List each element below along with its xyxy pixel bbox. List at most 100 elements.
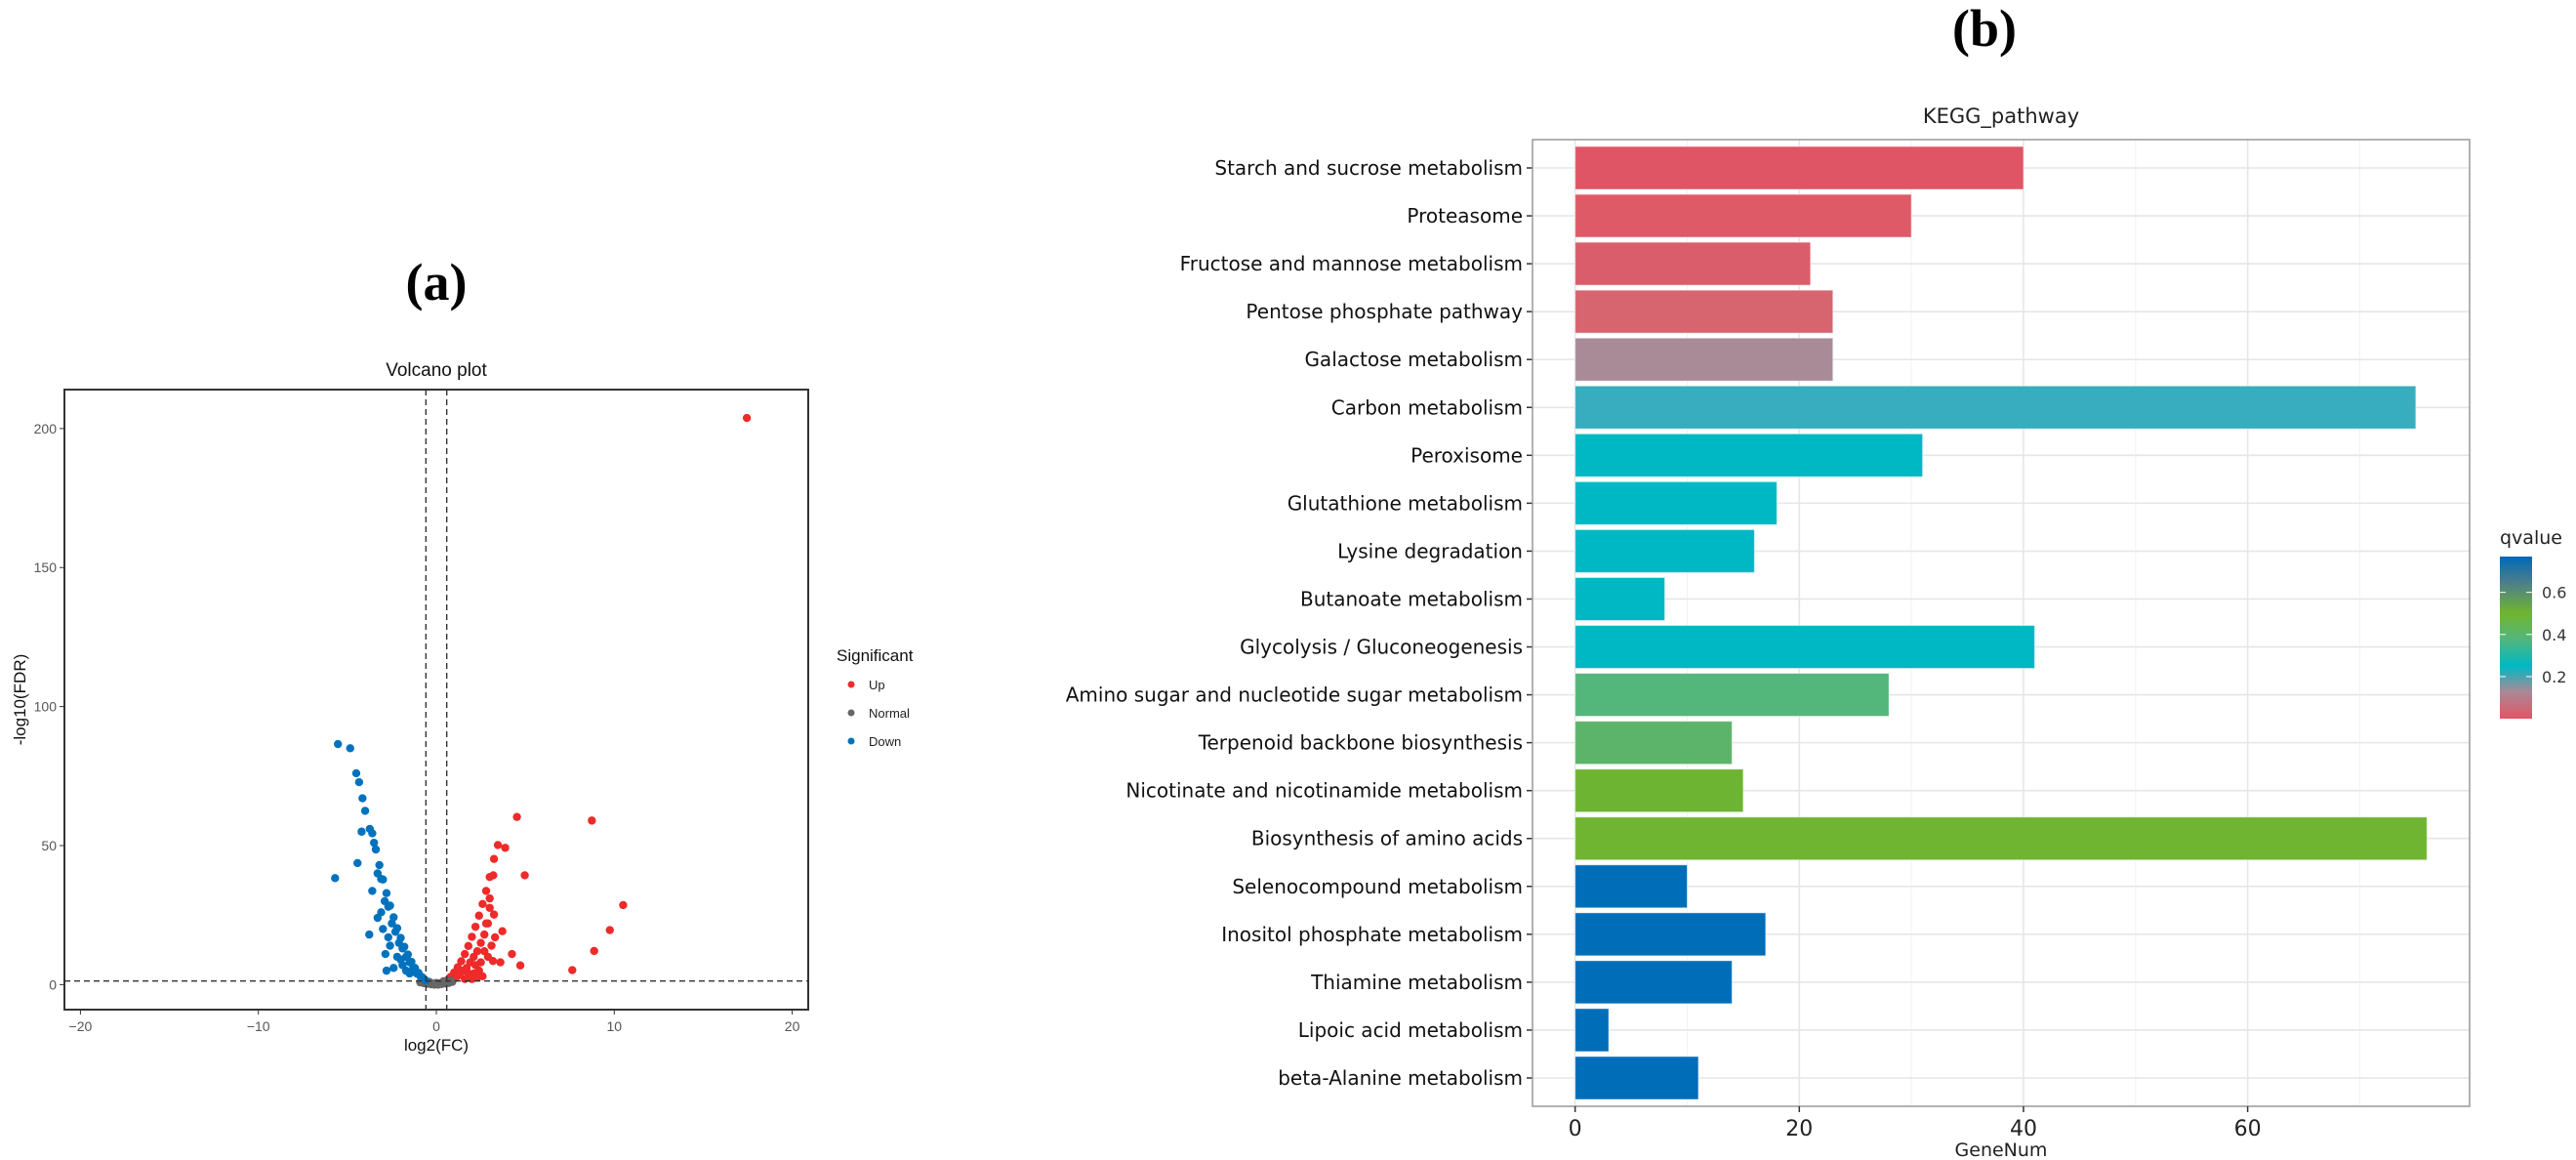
y-tick-label: 150: [34, 559, 58, 575]
bar-nicotinate-and-nicotinamide-metabolism: [1574, 768, 1744, 813]
category-label: Lipoic acid metabolism: [1298, 1018, 1523, 1042]
point-up: [470, 961, 480, 970]
category-label: Terpenoid backbone biosynthesis: [1198, 731, 1523, 755]
point-up: [474, 911, 483, 920]
point-up: [496, 958, 505, 967]
bar-amino-sugar-and-nucleotide-sugar-metabolism: [1574, 673, 1890, 718]
point-up: [485, 903, 494, 912]
y-tick-label: 0: [49, 976, 57, 992]
x-tick-label: 40: [2010, 1117, 2037, 1141]
legend-label-down: Down: [869, 734, 901, 749]
legend-title: qvalue: [2500, 527, 2562, 549]
colorbar-tick-label: 0.6: [2542, 584, 2566, 602]
point-up: [487, 941, 496, 950]
point-down: [354, 777, 364, 787]
category-label: Biosynthesis of amino acids: [1251, 827, 1523, 850]
bar-pentose-phosphate-pathway: [1574, 289, 1834, 334]
point-up: [485, 893, 494, 903]
legend-label-normal: Normal: [869, 706, 910, 721]
y-axis-label: -log10(FDR): [11, 654, 29, 746]
point-up: [605, 926, 614, 934]
y-tick-label: 100: [34, 699, 58, 715]
point-down: [368, 829, 377, 838]
point-down: [401, 966, 411, 975]
point-down: [384, 902, 392, 911]
category-label: Glycolysis / Gluconeogenesis: [1240, 636, 1523, 659]
bar-starch-and-sucrose-metabolism: [1574, 145, 2024, 190]
bar-carbon-metabolism: [1574, 385, 2417, 430]
point-down: [416, 972, 425, 981]
point-down: [382, 889, 391, 897]
colorbar-tick-label: 0.2: [2542, 668, 2566, 686]
x-tick-label: −10: [247, 1018, 270, 1034]
point-down: [365, 930, 374, 939]
category-label: Thiamine metabolism: [1310, 971, 1523, 994]
point-down: [379, 925, 388, 933]
point-up: [490, 932, 500, 942]
category-label: Starch and sucrose metabolism: [1214, 156, 1523, 180]
point-up: [588, 816, 596, 825]
point-up: [460, 949, 470, 959]
point-up: [472, 947, 482, 956]
point-up: [508, 949, 516, 959]
point-up: [489, 910, 499, 919]
bar-thiamine-metabolism: [1574, 960, 1733, 1005]
colorbar-tick-label: 0.4: [2542, 626, 2566, 644]
legend-key-down: [847, 737, 855, 745]
category-label: Selenocompound metabolism: [1232, 875, 1523, 898]
category-label: Amino sugar and nucleotide sugar metabol…: [1066, 684, 1523, 707]
x-axis-label: log2(FC): [404, 1036, 469, 1055]
point-down: [360, 807, 370, 815]
x-tick-label: −20: [69, 1018, 93, 1034]
panel-label-b: (b): [1952, 0, 2017, 58]
bar-biosynthesis-of-amino-acids: [1574, 816, 2428, 861]
legend-label-up: Up: [869, 678, 885, 692]
category-label: beta-Alanine metabolism: [1278, 1066, 1523, 1090]
point-down: [384, 932, 392, 942]
y-tick-label: 50: [41, 838, 57, 853]
point-down: [389, 964, 398, 973]
point-down: [388, 919, 396, 928]
x-tick-label: 60: [2234, 1117, 2262, 1141]
point-down: [390, 928, 400, 936]
point-up: [480, 947, 489, 956]
volcano-legend: Significant Up Normal Down: [837, 646, 914, 749]
point-up: [480, 930, 489, 939]
bar-proteasome: [1574, 193, 1912, 238]
point-up: [468, 932, 476, 941]
point-down: [382, 966, 391, 975]
point-down: [353, 858, 362, 868]
category-label: Glutathione metabolism: [1288, 491, 1523, 515]
x-tick-label: 20: [785, 1018, 800, 1034]
bar-inositol-phosphate-metabolism: [1574, 912, 1767, 957]
x-tick-label: 0: [432, 1018, 440, 1034]
point-down: [377, 874, 386, 884]
category-label: Nicotinate and nicotinamide metabolism: [1125, 779, 1523, 803]
x-tick-label: 10: [607, 1018, 623, 1034]
point-up: [476, 938, 485, 947]
kegg-panel-border: [1532, 139, 2471, 1107]
point-down: [368, 887, 377, 895]
point-down: [351, 768, 361, 778]
bar-peroxisome: [1574, 433, 1924, 477]
point-down: [371, 845, 381, 854]
category-label: Peroxisome: [1411, 443, 1523, 467]
bar-galactose-metabolism: [1574, 337, 1834, 382]
point-down: [373, 913, 383, 923]
point-down: [386, 941, 394, 950]
bar-terpenoid-backbone-biosynthesis: [1574, 721, 1733, 766]
point-up: [464, 941, 473, 950]
category-label: Pentose phosphate pathway: [1246, 300, 1523, 323]
point-up: [481, 919, 491, 928]
x-tick-label: 20: [1785, 1117, 1813, 1141]
point-up: [464, 969, 473, 978]
point-up: [472, 974, 482, 982]
point-down: [398, 944, 407, 953]
point-up: [619, 900, 628, 910]
point-down: [333, 739, 343, 749]
point-down: [357, 827, 366, 836]
category-label: Inositol phosphate metabolism: [1221, 923, 1523, 946]
point-down: [381, 949, 390, 959]
qvalue-colorbar: [2500, 557, 2532, 719]
point-down: [369, 838, 379, 848]
